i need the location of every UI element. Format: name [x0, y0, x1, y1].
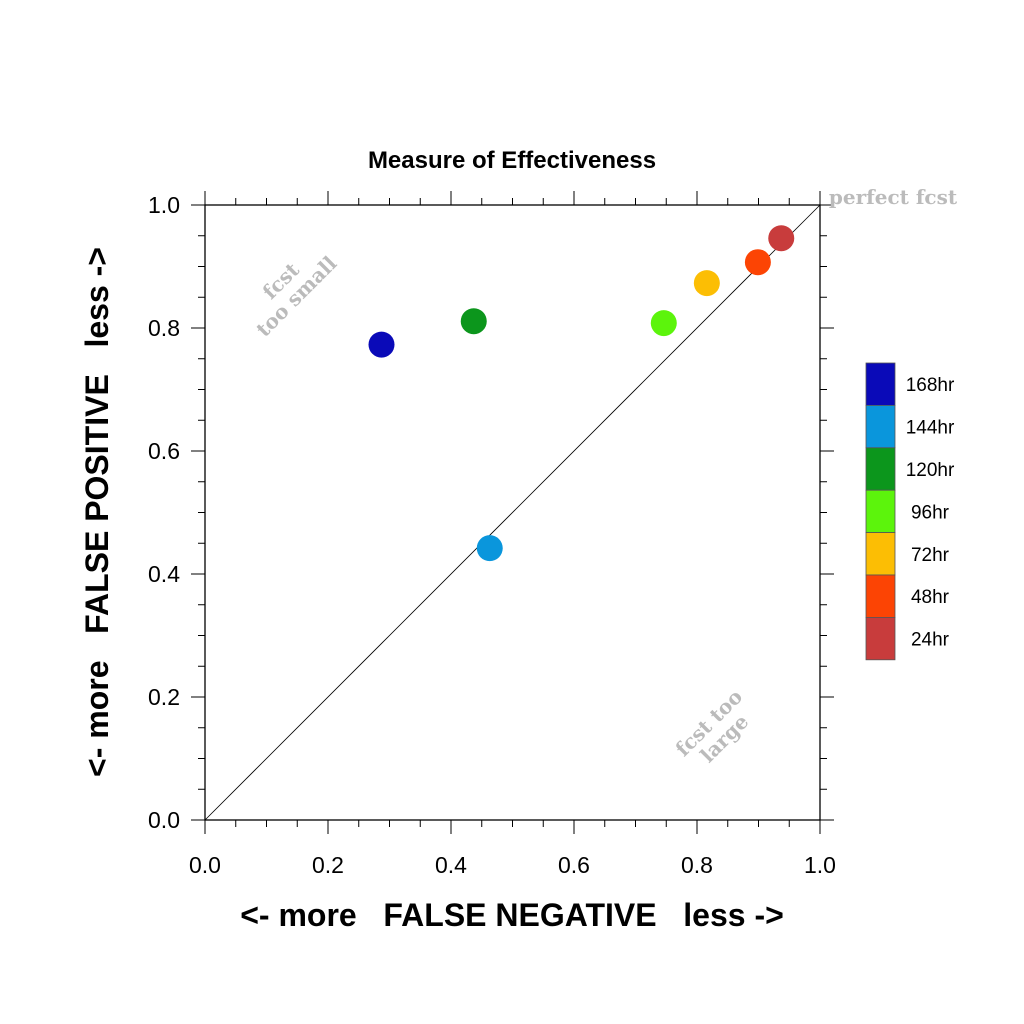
- annotation-fcst-too-small: fcst too small: [251, 251, 341, 341]
- x-tick-label: 1.0: [804, 852, 836, 878]
- y-tick-label: 0.6: [148, 438, 180, 464]
- y-tick-label: 0.2: [148, 684, 180, 710]
- y-tick-label: 0.8: [148, 315, 180, 341]
- axis-ticks: 0.0 0.0 0.2 0.2 0.4 0.4 0.6 0.6 0.8 0.8 1.0 1.0: [148, 191, 836, 878]
- legend-label-72hr: 72hr: [911, 545, 950, 566]
- annotation-too-small-line2: too small: [251, 251, 341, 341]
- legend-swatch-144hr: [865, 404, 896, 449]
- legend-swatch-48hr: [865, 574, 896, 618]
- x-tick-label: 0.0: [189, 852, 221, 878]
- legend-label-168hr: 168hr: [906, 375, 955, 396]
- diagonal-reference-line: [204, 204, 821, 821]
- y-axis-label: <- more FALSE POSITIVE less ->: [79, 247, 115, 777]
- x-tick-label: 0.6: [558, 852, 590, 878]
- x-tick-label: 0.8: [681, 852, 713, 878]
- point-48hr: [744, 249, 771, 276]
- legend: 168hr 144hr 120hr 96hr 72hr 48hr 24hr: [865, 362, 955, 661]
- point-168hr: [368, 331, 395, 358]
- point-72hr: [693, 270, 720, 297]
- y-tick-label: 0.4: [148, 561, 180, 587]
- x-tick-label: 0.4: [435, 852, 467, 878]
- annotation-perfect-fcst: perfect fcst: [829, 185, 958, 209]
- annotation-fcst-too-large: fcst too large: [671, 685, 754, 768]
- data-points: [368, 225, 795, 562]
- legend-label-144hr: 144hr: [906, 418, 955, 439]
- legend-swatch-96hr: [865, 489, 896, 534]
- legend-swatch-24hr: [865, 617, 896, 661]
- legend-label-24hr: 24hr: [911, 630, 950, 651]
- legend-label-120hr: 120hr: [906, 460, 955, 481]
- legend-label-48hr: 48hr: [911, 587, 950, 608]
- point-144hr: [476, 535, 503, 562]
- annotations: perfect fcst fcst too small fcst too lar…: [251, 185, 958, 768]
- point-24hr: [768, 225, 795, 252]
- x-tick-label: 0.2: [312, 852, 344, 878]
- legend-swatch-168hr: [865, 362, 896, 406]
- y-tick-label: 0.0: [148, 807, 180, 833]
- chart-title: Measure of Effectiveness: [368, 147, 656, 174]
- legend-swatch-120hr: [865, 447, 896, 491]
- legend-label-96hr: 96hr: [911, 502, 950, 523]
- point-96hr: [650, 310, 677, 337]
- x-axis-label: <- more FALSE NEGATIVE less ->: [240, 897, 784, 933]
- legend-swatch-72hr: [865, 532, 896, 576]
- y-tick-label: 1.0: [148, 192, 180, 218]
- point-120hr: [460, 308, 487, 335]
